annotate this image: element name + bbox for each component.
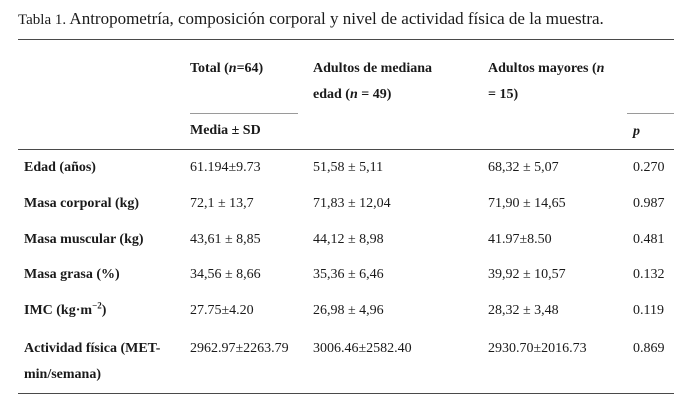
row-total: 61.194±9.73 bbox=[190, 160, 261, 175]
row-total: 2962.97±2263.79 bbox=[190, 341, 289, 356]
header-stat: Media ± SD bbox=[190, 123, 261, 138]
header-older-line2: = 15) bbox=[488, 87, 519, 102]
header-p: p bbox=[633, 124, 640, 139]
row-middle: 35,36 ± 6,46 bbox=[313, 267, 384, 282]
row-older: 68,32 ± 5,07 bbox=[488, 160, 559, 175]
row-label: Masa grasa (%) bbox=[24, 267, 120, 282]
row-label: Masa corporal (kg) bbox=[24, 196, 140, 211]
table-caption-label: Tabla 1. bbox=[18, 12, 67, 28]
row-p: 0.987 bbox=[633, 196, 665, 211]
row-p: 0.119 bbox=[633, 303, 664, 318]
row-p: 0.132 bbox=[633, 267, 665, 282]
row-label-line1: Actividad física (MET- bbox=[24, 341, 161, 356]
row-older: 71,90 ± 14,65 bbox=[488, 196, 566, 211]
bottom-rule bbox=[18, 393, 674, 394]
header-subrule bbox=[190, 113, 298, 114]
row-total: 34,56 ± 8,66 bbox=[190, 267, 261, 282]
row-middle: 51,58 ± 5,11 bbox=[313, 160, 384, 175]
header-total: Total (n=64) bbox=[190, 61, 264, 76]
header-older-line1: Adultos mayores (n bbox=[488, 61, 605, 76]
row-p: 0.481 bbox=[633, 232, 665, 247]
row-total: 43,61 ± 8,85 bbox=[190, 232, 261, 247]
row-label: IMC (kg·m−2) bbox=[24, 300, 107, 318]
row-middle: 44,12 ± 8,98 bbox=[313, 232, 384, 247]
row-older: 39,92 ± 10,57 bbox=[488, 267, 566, 282]
row-older: 28,32 ± 3,48 bbox=[488, 303, 559, 318]
header-subrule-p bbox=[627, 113, 674, 114]
header-middle-line1: Adultos de mediana bbox=[313, 61, 433, 76]
row-middle: 3006.46±2582.40 bbox=[313, 341, 412, 356]
table-caption: Tabla 1. Antropometría, composición corp… bbox=[18, 8, 604, 31]
header-middle-line2: edad (n = 49) bbox=[313, 87, 392, 102]
row-p: 0.270 bbox=[633, 160, 665, 175]
row-middle: 71,83 ± 12,04 bbox=[313, 196, 391, 211]
row-middle: 26,98 ± 4,96 bbox=[313, 303, 384, 318]
row-total: 72,1 ± 13,7 bbox=[190, 196, 254, 211]
row-total: 27.75±4.20 bbox=[190, 303, 254, 318]
row-p: 0.869 bbox=[633, 341, 665, 356]
header-rule bbox=[18, 149, 674, 150]
row-label: Edad (años) bbox=[24, 160, 96, 175]
row-label: Masa muscular (kg) bbox=[24, 232, 144, 247]
top-rule bbox=[18, 39, 674, 40]
row-older: 2930.70±2016.73 bbox=[488, 341, 587, 356]
row-older: 41.97±8.50 bbox=[488, 232, 552, 247]
table-caption-text: Antropometría, composición corporal y ni… bbox=[69, 9, 604, 28]
row-label-line2: min/semana) bbox=[24, 367, 101, 382]
